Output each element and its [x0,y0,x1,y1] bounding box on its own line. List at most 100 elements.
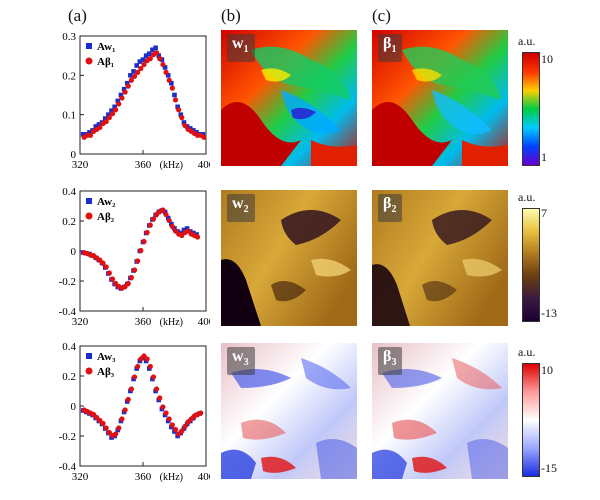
colorbar-3-min: -15 [541,461,557,475]
data-point-circle [179,428,185,434]
map-tag-w3: w3 [227,347,255,376]
data-point-circle [128,386,134,392]
data-point-circle [147,56,153,62]
data-point-square [112,104,117,110]
map-tag-beta3: β3 [378,347,403,376]
y-tick-label: 0.2 [62,70,76,82]
y-tick-label: 0 [71,246,77,258]
map-beta3: β3 [372,343,508,479]
map-w1: w1 [221,30,357,166]
legend-marker-square [86,43,92,49]
data-point-circle [103,264,109,270]
data-point-circle [131,374,138,380]
data-point-square [178,112,184,117]
colorbar-3-unit: a.u. [518,345,536,359]
data-point-circle [138,247,144,254]
data-point-square [143,53,149,58]
data-point-circle [169,422,175,428]
data-point-circle [128,274,134,281]
y-tick-label: -0.4 [59,461,77,473]
data-point-circle [169,85,175,91]
legend-marker-circle [85,57,93,65]
data-point-circle [157,56,163,62]
data-point-circle [141,61,147,68]
plot-a1: 0 0.1 0.2 0.3 320 360 400 (kHz) Aw₁ Aβ₁ [62,31,210,171]
data-point-circle [147,222,153,228]
y-tick-label: -0.2 [59,431,76,443]
colorbar-3-max: 10 [541,363,553,377]
data-point-square [124,80,130,86]
data-point-square [181,227,187,233]
data-point-square [181,120,187,125]
plot-a2: -0.4 -0.2 0 0.2 0.4 320 360 400 (kHz) Aw₂ Aβ₂ [59,186,210,328]
data-point-square [137,59,143,64]
panel-label-a: (a) [68,6,87,25]
x-tick-label: 360 [135,159,152,171]
legend-label: Aβ₃ [97,366,115,378]
colorbar-2 [522,208,540,322]
data-point-circle [150,374,157,380]
y-tick-label: 0.4 [62,341,76,353]
data-point-circle [125,396,131,403]
y-tick-label: 0.1 [62,110,76,122]
y-tick-label: 0 [71,149,77,161]
data-point-square [147,51,152,56]
data-point-circle [154,50,160,56]
y-tick-label: 0.3 [62,31,76,43]
data-point-square [169,80,174,86]
data-point-circle [100,260,106,266]
data-point-square [153,45,158,51]
data-point-square [80,132,86,137]
data-point-circle [154,386,160,392]
data-point-circle [157,395,163,401]
data-point-circle [113,107,119,113]
map-w3: w3 [221,343,357,479]
plot-frame [79,35,207,155]
y-tick-label: -0.2 [59,276,76,288]
data-point-circle [106,270,112,276]
map-tag-beta1: β1 [378,34,403,63]
data-point-circle [109,111,116,117]
x-axis-label: (kHz) [160,317,183,328]
x-tick-label: 360 [135,471,152,483]
data-point-circle [119,416,125,422]
data-point-circle [87,132,94,138]
x-tick-label: 360 [135,316,152,328]
data-point-circle [131,73,138,79]
data-point-circle [97,124,103,131]
y-tick-label: 0.2 [62,216,76,228]
data-point-circle [179,115,185,121]
data-point-circle [109,276,116,282]
data-point-circle [122,407,128,413]
data-point-square [121,86,127,92]
legend-marker-square [86,198,92,204]
data-point-square [165,73,171,78]
data-point-square [140,57,146,62]
data-point-circle [125,83,131,89]
data-point-square [115,98,121,104]
data-point-square [131,69,136,74]
data-point-circle [194,234,201,240]
data-point-circle [163,69,169,75]
data-point-circle [163,211,169,218]
data-point-circle [122,89,128,95]
x-axis-label: (kHz) [160,160,183,171]
data-point-circle [169,223,175,230]
data-point-circle [128,77,134,83]
data-point-circle [166,77,172,83]
colorbar-2-min: -13 [541,306,557,320]
data-point-square [134,63,139,68]
data-point-square [156,53,162,58]
data-point-square [172,92,177,98]
data-point-square [165,215,171,221]
x-tick-label: 320 [72,471,89,483]
data-point-circle [125,280,131,287]
data-point-square [169,221,174,227]
colorbar-2-unit: a.u. [518,190,536,204]
data-point-circle [172,426,179,433]
data-point-circle [103,425,109,431]
legend-marker-square [86,353,92,359]
data-point-circle [201,134,207,140]
data-point-circle [144,356,150,362]
